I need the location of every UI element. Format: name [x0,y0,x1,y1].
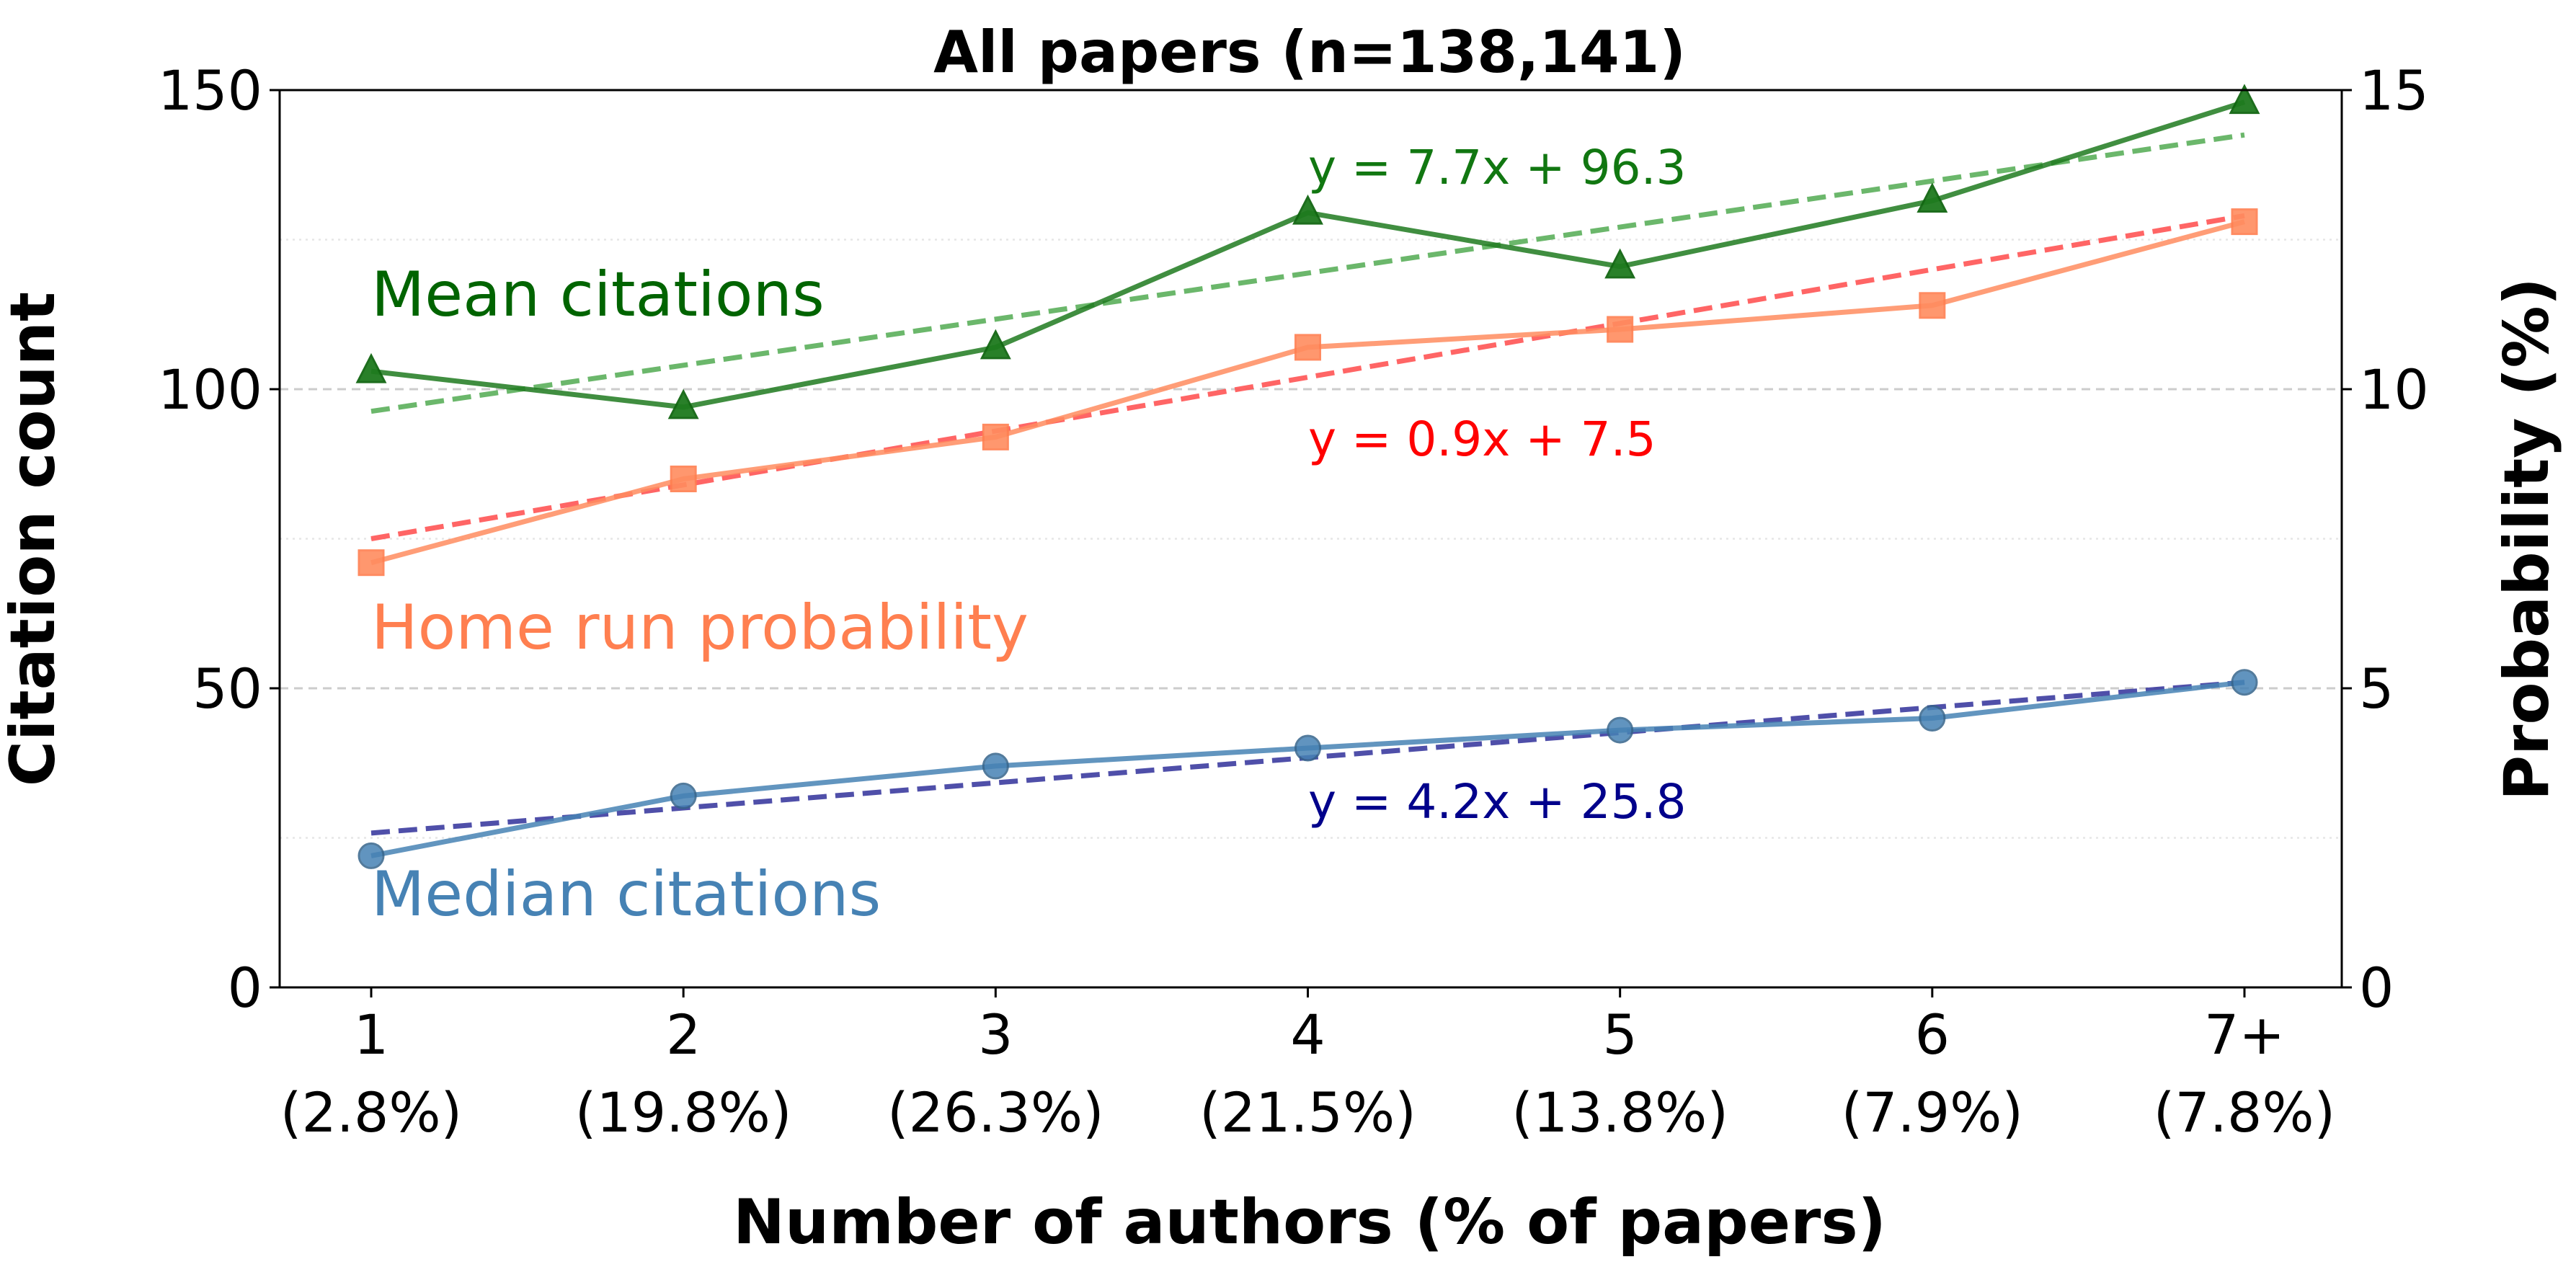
x-tick-share-label: (7.8%) [2154,1080,2335,1145]
data-point-square [357,549,385,577]
y-tick-label: 100 [158,357,262,422]
data-point-triangle [980,329,1011,360]
data-point-circle [1294,734,1321,762]
y-axis-label: Citation count [0,292,69,786]
x-axis-label: Number of authors (% of papers) [733,1186,1886,1258]
chart-title: All papers (n=138,141) [933,19,1686,86]
data-point-square [1607,316,1634,343]
x-tick-label: 4 [1290,1003,1325,1067]
data-point-square [1294,334,1321,361]
series-label: Home run probability [371,592,1029,664]
x-tick-share-label: (7.9%) [1842,1080,2023,1145]
data-point-square [982,423,1009,450]
trend-line [370,132,2245,414]
y-right-tick-label: 10 [2359,357,2429,422]
data-point-triangle [2229,84,2260,115]
trend-equation-label: y = 0.9x + 7.5 [1308,412,1656,467]
data-point-square [2231,208,2258,236]
x-tick-label: 3 [978,1003,1013,1067]
data-point-triangle [355,352,387,383]
data-point-circle [2231,669,2258,696]
data-point-circle [982,752,1009,780]
x-tick-share-label: (19.8%) [575,1080,792,1145]
trend-equation-label: y = 4.2x + 25.8 [1308,774,1687,830]
x-tick-label: 7+ [2204,1003,2285,1067]
plot-frame [278,89,2343,989]
data-point-triangle [1604,248,1636,279]
data-point-circle [670,782,697,809]
x-tick-label: 1 [354,1003,388,1067]
y-tick-label: 150 [158,58,262,123]
y-right-tick-label: 0 [2359,956,2394,1020]
y-tick-label: 0 [228,956,262,1020]
x-tick-share-label: (26.3%) [887,1080,1104,1145]
y-axis-right-label: Probability (%) [2491,277,2563,801]
data-point-square [1919,292,1946,319]
series-label: Mean citations [371,259,825,331]
series-label: Median citations [371,858,881,930]
data-point-triangle [1917,182,1948,213]
y-tick-label: 50 [192,657,262,721]
data-point-triangle [1292,194,1323,225]
trend-equation-label: y = 7.7x + 96.3 [1308,140,1687,195]
x-tick-share-label: (21.5%) [1199,1080,1416,1145]
data-point-circle [357,842,385,869]
y-right-tick-label: 15 [2359,58,2429,123]
data-point-triangle [667,388,699,419]
x-tick-label: 5 [1602,1003,1637,1067]
x-tick-label: 6 [1915,1003,1950,1067]
x-tick-label: 2 [666,1003,701,1067]
x-tick-share-label: (2.8%) [280,1080,462,1145]
data-point-circle [1919,705,1946,732]
series-line [370,680,2245,858]
data-point-square [670,466,697,492]
y-right-tick-label: 5 [2359,657,2394,721]
data-point-circle [1607,716,1634,744]
x-tick-share-label: (13.8%) [1511,1080,1728,1145]
